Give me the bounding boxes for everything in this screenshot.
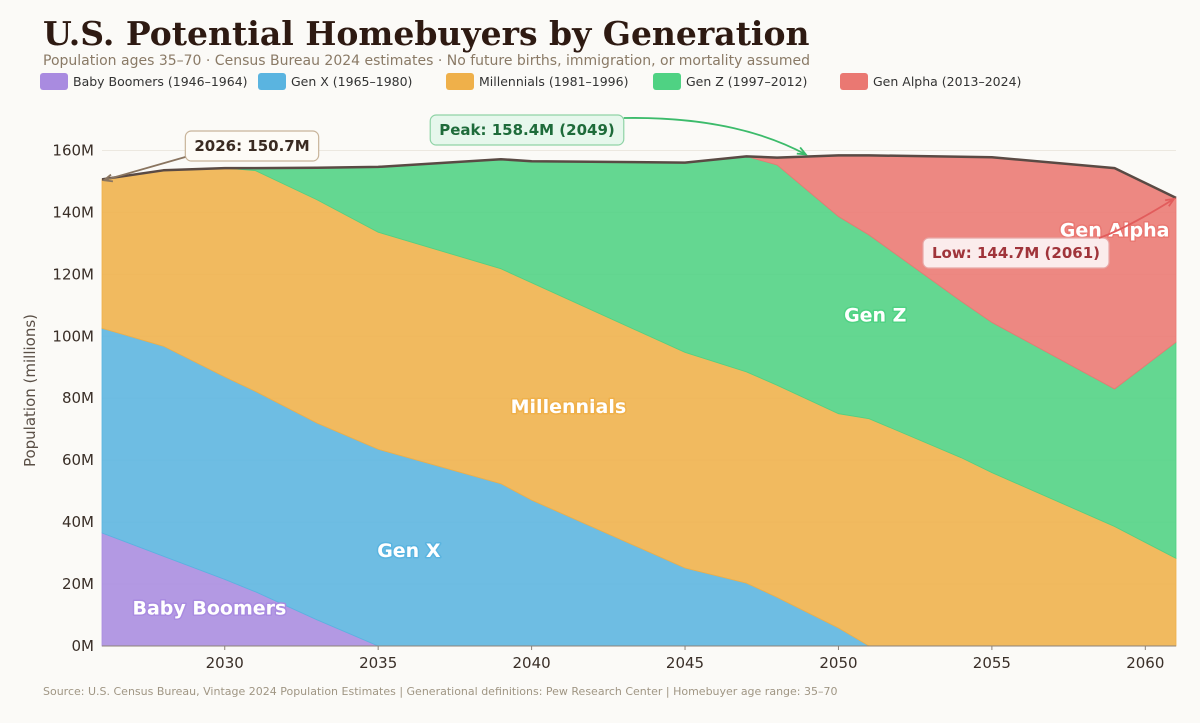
area-label: Gen X — [377, 540, 441, 562]
y-tick-label: 140M — [52, 203, 94, 221]
legend-label: Gen Alpha (2013–2024) — [873, 73, 1022, 89]
area-label: Baby Boomers — [132, 597, 286, 619]
legend-item-gen-z: Gen Z (1997–2012) — [653, 71, 807, 91]
x-tick-label: 2035 — [359, 654, 397, 672]
annotation-box — [184, 130, 320, 162]
legend-swatch — [840, 72, 868, 90]
legend-swatch — [40, 72, 68, 90]
x-tick-label: 2050 — [819, 654, 857, 672]
annotation-arrow — [623, 117, 807, 156]
annotation-arrowhead — [101, 173, 114, 183]
area-label: Millennials — [511, 396, 627, 418]
source-note: Source: U.S. Census Bureau, Vintage 2024… — [43, 685, 838, 698]
y-axis-label: Population (millions) — [21, 314, 39, 467]
x-tick-label: 2030 — [206, 654, 244, 672]
legend: Baby Boomers (1946–1964) Gen X (1965–198… — [40, 71, 1160, 91]
area-label: Gen Z — [844, 305, 906, 327]
annotation-box — [429, 114, 625, 146]
legend-item-baby-boomers: Baby Boomers (1946–1964) — [40, 71, 248, 91]
annotation-text: Low: 144.7M (2061) — [932, 244, 1100, 262]
x-tick-label: 2060 — [1126, 654, 1164, 672]
annotation: Peak: 158.4M (2049) — [429, 114, 625, 146]
legend-label: Gen X (1965–1980) — [291, 73, 413, 89]
annotation-text: 2026: 150.7M — [194, 137, 309, 155]
annotation: Low: 144.7M (2061) — [922, 237, 1110, 269]
annotation-arrow — [1098, 198, 1175, 239]
legend-label: Millennials (1981–1996) — [479, 73, 629, 89]
legend-swatch — [653, 72, 681, 90]
annotation-arrowhead — [1164, 197, 1176, 207]
annotation-arrowhead — [796, 146, 808, 156]
legend-item-gen-alpha: Gen Alpha (2013–2024) — [840, 71, 1021, 91]
legend-label: Gen Z (1997–2012) — [686, 73, 808, 89]
annotation-box — [922, 237, 1110, 269]
y-tick-label: 100M — [52, 327, 94, 345]
y-tick-label: 40M — [62, 513, 94, 531]
chart-title: U.S. Potential Homebuyers by Generation — [43, 14, 810, 53]
annotation-text: Peak: 158.4M (2049) — [439, 121, 615, 139]
x-tick-label: 2045 — [666, 654, 704, 672]
y-tick-label: 60M — [62, 451, 94, 469]
y-tick-label: 80M — [62, 389, 94, 407]
y-tick-label: 120M — [52, 265, 94, 283]
legend-swatch — [446, 72, 474, 90]
y-tick-label: 0M — [72, 637, 95, 655]
annotation: 2026: 150.7M — [184, 130, 320, 162]
annotation-arrow — [103, 156, 186, 182]
y-tick-label: 20M — [62, 575, 94, 593]
x-tick-label: 2055 — [973, 654, 1011, 672]
legend-label: Baby Boomers (1946–1964) — [73, 73, 248, 89]
chart-subtitle: Population ages 35–70 · Census Bureau 20… — [43, 53, 810, 69]
total-line — [101, 154, 1177, 200]
y-tick-label: 160M — [52, 141, 94, 159]
legend-swatch — [258, 72, 286, 90]
legend-item-gen-x: Gen X (1965–1980) — [258, 71, 412, 91]
x-tick-label: 2040 — [513, 654, 551, 672]
legend-item-millennials: Millennials (1981–1996) — [446, 71, 628, 91]
